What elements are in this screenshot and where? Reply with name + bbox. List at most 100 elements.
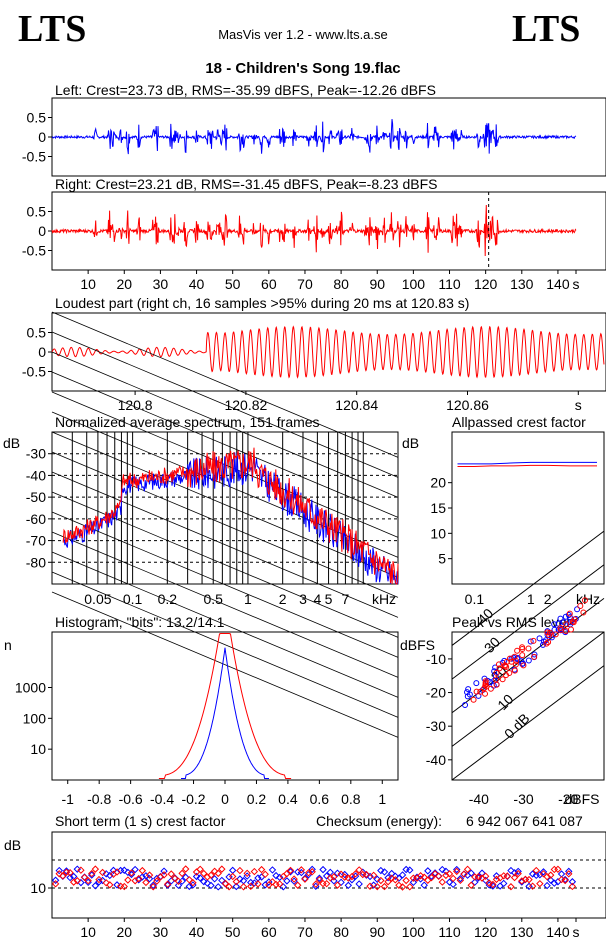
left-short-crest-point bbox=[200, 877, 208, 886]
left-short-crest-point bbox=[73, 865, 82, 873]
right-short-crest-point bbox=[434, 872, 443, 881]
right-short-crest-point bbox=[113, 868, 121, 876]
right-short-crest-point bbox=[84, 876, 92, 885]
right-short-crest-point bbox=[283, 869, 291, 878]
right-short-crest-point bbox=[489, 880, 497, 889]
spectrum-xtick-label: 0.05 bbox=[84, 591, 111, 607]
peak-rms-diagonal bbox=[451, 665, 605, 781]
crest-allpass-xtick-label: 1 bbox=[527, 591, 535, 607]
short-crest-xtick-label: s bbox=[573, 924, 580, 940]
histogram-xtick-label: 0.4 bbox=[278, 791, 298, 807]
right-peak-rms-point bbox=[531, 653, 538, 660]
spectrum-xtick-label: 0.2 bbox=[158, 591, 178, 607]
peak-rms-diagonal bbox=[451, 530, 605, 646]
loudest-waveform bbox=[51, 325, 605, 379]
right-peak-rms-point bbox=[545, 639, 552, 646]
right-peak-rms-point bbox=[569, 618, 576, 625]
peak-rms-diagonal bbox=[451, 564, 605, 680]
left-short-crest-point bbox=[406, 866, 414, 874]
right-short-crest-point bbox=[474, 873, 483, 881]
right-wave-xtick-label: 80 bbox=[333, 276, 349, 292]
right-short-crest-point bbox=[135, 874, 143, 883]
right-short-crest-point bbox=[391, 876, 400, 884]
left-spectrum-line bbox=[62, 452, 399, 585]
left-short-crest-point bbox=[84, 878, 92, 887]
right-short-crest-point bbox=[174, 877, 183, 885]
left-peak-rms-point bbox=[473, 680, 480, 687]
right-peak-rms-point bbox=[563, 621, 570, 628]
right-short-crest-point bbox=[402, 876, 410, 885]
peak-rms-diag-label: 10 bbox=[494, 691, 516, 713]
right-short-crest-point bbox=[261, 870, 269, 879]
right-short-crest-point bbox=[460, 870, 468, 878]
right-short-crest-point bbox=[453, 867, 461, 876]
left-short-crest-point bbox=[373, 875, 381, 883]
right-short-crest-point bbox=[546, 871, 555, 879]
left-short-crest-point bbox=[341, 870, 349, 879]
loudest-ytick-label: -0.5 bbox=[22, 364, 46, 380]
left-short-crest-point bbox=[308, 865, 316, 874]
left-short-crest-point bbox=[319, 865, 327, 874]
short-crest-xtick-label: 20 bbox=[116, 924, 132, 940]
right-peak-rms-point bbox=[514, 647, 521, 654]
right-short-crest-point bbox=[69, 878, 78, 886]
left-crest-allpass-line bbox=[457, 461, 597, 465]
left-short-crest-point bbox=[474, 874, 483, 882]
left-peak-rms-point bbox=[539, 641, 546, 648]
right-peak-rms-point bbox=[481, 685, 488, 692]
spectrum-xtick-label: 0.1 bbox=[123, 591, 143, 607]
right-short-crest-point bbox=[301, 875, 309, 883]
right-short-crest-point bbox=[80, 873, 89, 882]
peak-rms-diagonal bbox=[451, 631, 605, 747]
short-crest-ylabel: dB bbox=[4, 837, 21, 853]
left-short-crest-point bbox=[55, 866, 63, 875]
left-wave-ytick-label: 0 bbox=[38, 129, 46, 145]
crest-allpass-frame bbox=[451, 431, 605, 585]
left-short-crest-point bbox=[196, 874, 204, 882]
right-short-crest-point bbox=[532, 866, 540, 875]
loudest-xtick-label: 120.84 bbox=[335, 397, 378, 413]
left-peak-rms-point bbox=[466, 691, 473, 698]
left-short-crest-point bbox=[337, 878, 345, 887]
left-short-crest-point bbox=[467, 869, 475, 877]
left-peak-rms-point bbox=[462, 702, 469, 709]
right-short-crest-point bbox=[373, 882, 381, 891]
peak-rms-xtick-label: -40 bbox=[469, 791, 489, 807]
left-short-crest-point bbox=[207, 881, 215, 890]
crest-allpass-title: Allpassed crest factor bbox=[452, 414, 586, 430]
peak-rms-ylabel: dBFS bbox=[400, 637, 435, 653]
spectrum-slope-line bbox=[51, 451, 399, 598]
right-wave-xtick-label: 110 bbox=[438, 276, 461, 292]
short-crest-ytick-label: 10 bbox=[30, 880, 46, 896]
right-short-crest-point bbox=[341, 873, 349, 881]
histogram-xtick-label: 0.8 bbox=[341, 791, 361, 807]
right-short-crest-point bbox=[312, 880, 320, 888]
right-short-crest-point bbox=[167, 870, 175, 878]
right-short-crest-point bbox=[463, 865, 472, 874]
left-peak-rms-point bbox=[551, 621, 558, 628]
right-short-crest-point bbox=[568, 882, 577, 891]
spectrum-slope-line bbox=[51, 431, 399, 578]
spectrum-slope-line bbox=[51, 531, 399, 678]
peak-rms-ytick-label: -40 bbox=[426, 752, 446, 768]
left-peak-rms-point bbox=[566, 614, 573, 621]
left-peak-rms-point bbox=[465, 686, 472, 693]
histogram-xtick-label: -0.8 bbox=[87, 791, 111, 807]
right-peak-rms-point bbox=[506, 670, 513, 677]
left-short-crest-point bbox=[485, 881, 493, 889]
left-short-crest-point bbox=[160, 867, 168, 875]
right-wave-xtick-label: 120 bbox=[474, 276, 498, 292]
peak-rms-ytick-label: -10 bbox=[426, 651, 446, 667]
crest-allpass-ytick-label: 15 bbox=[430, 500, 446, 516]
right-wave-xtick-label: 50 bbox=[225, 276, 241, 292]
left-short-crest-point bbox=[265, 878, 273, 886]
right-short-crest-point bbox=[142, 878, 150, 887]
left-short-crest-point bbox=[326, 868, 334, 877]
left-short-crest-point bbox=[561, 875, 569, 884]
right-short-crest-point bbox=[514, 869, 522, 878]
left-short-crest-point bbox=[380, 868, 389, 876]
right-short-crest-point bbox=[326, 874, 334, 882]
left-waveform bbox=[51, 119, 577, 155]
right-peak-rms-point bbox=[577, 602, 584, 609]
